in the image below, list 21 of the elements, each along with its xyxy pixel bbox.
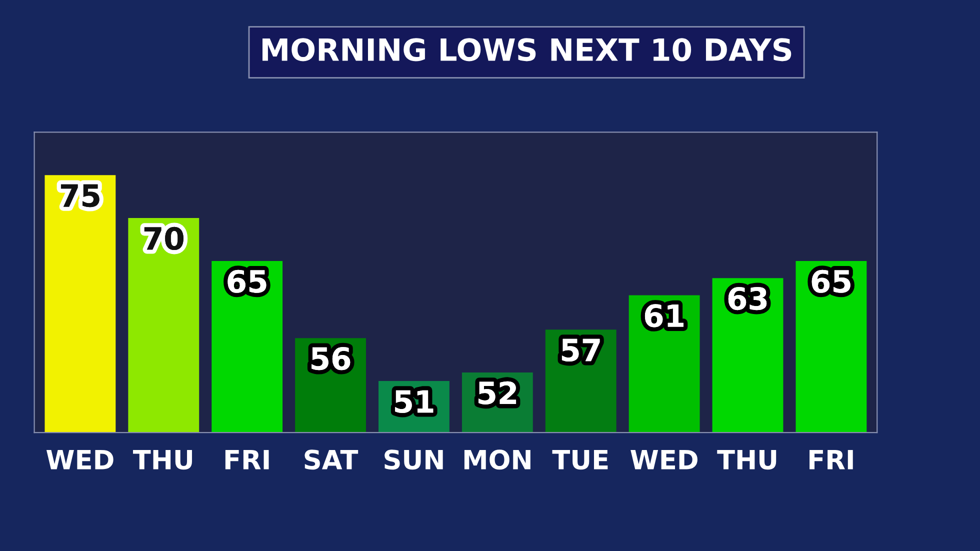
- data-label: 75: [60, 184, 100, 208]
- data-label: 63: [728, 286, 767, 310]
- x-tick-label: FRI: [225, 450, 269, 470]
- x-tick-label: THU: [717, 450, 776, 470]
- data-label: 57: [562, 338, 600, 362]
- data-label: 70: [144, 226, 184, 250]
- x-tick-label: WED: [46, 450, 114, 470]
- x-tick-label: WED: [630, 450, 698, 470]
- data-label: 52: [478, 381, 516, 404]
- data-label: 61: [644, 304, 684, 328]
- x-tick-label: SAT: [304, 450, 358, 470]
- x-tick-label: FRI: [810, 450, 853, 470]
- data-label: 65: [812, 270, 850, 293]
- data-label: 51: [395, 390, 434, 414]
- x-tick-label: MON: [464, 450, 530, 470]
- x-tick-label: THU: [133, 450, 192, 470]
- data-label: 56: [312, 347, 350, 370]
- x-tick-label: SUN: [384, 450, 443, 470]
- x-tick-label: TUE: [552, 450, 608, 470]
- data-label: 65: [228, 270, 266, 293]
- chart-title: MORNING LOWS NEXT 10 DAYS: [262, 38, 792, 62]
